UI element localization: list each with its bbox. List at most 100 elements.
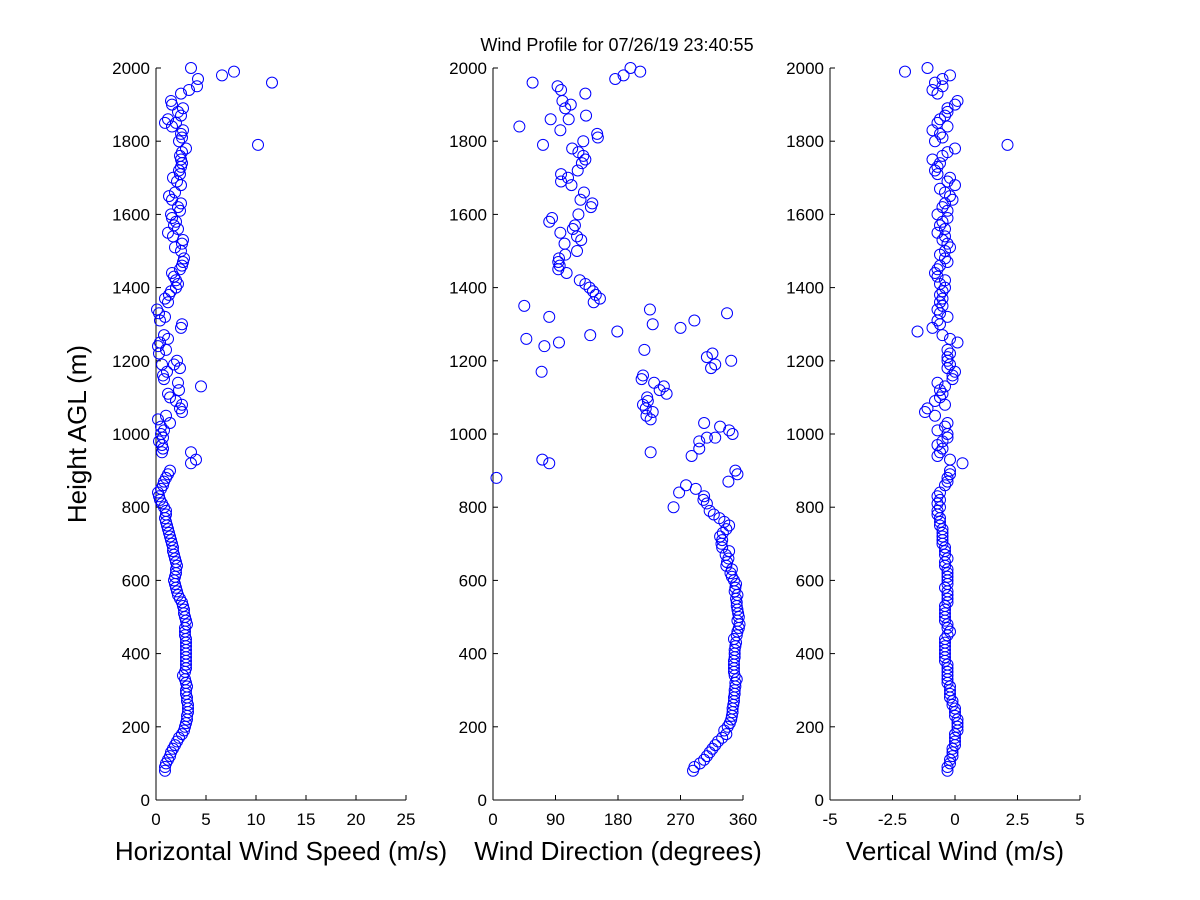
vertical-data-point: [931, 504, 944, 517]
vertical-data-point: [949, 702, 961, 715]
speed-data-point: [183, 83, 195, 96]
vertical-data-point: [939, 380, 951, 393]
vertical-data-point: [934, 519, 946, 532]
vertical-data-point: [931, 490, 944, 503]
vertical-y-tick-label: 1800: [786, 132, 824, 151]
speed-data-point: [162, 387, 174, 400]
vertical-data-point: [941, 475, 954, 488]
vertical-data-point: [934, 446, 946, 459]
direction-data-point: [552, 255, 565, 268]
direction-x-tick-label: 270: [666, 810, 694, 829]
speed-data-point: [159, 292, 171, 305]
vertical-data-point: [949, 709, 961, 722]
vertical-x-tick-label: -2.5: [878, 810, 907, 829]
direction-data-point: [577, 135, 590, 148]
speed-data-point: [252, 138, 264, 151]
direction-data-point: [638, 343, 651, 356]
direction-data-point: [660, 387, 673, 400]
vertical-data-point: [946, 695, 959, 708]
direction-data-point: [707, 508, 720, 521]
speed-data-point: [170, 395, 182, 408]
direction-data-point: [646, 406, 659, 419]
direction-y-tick-label: 1200: [449, 352, 487, 371]
vertical-data-point: [929, 76, 941, 89]
direction-data-point: [562, 171, 574, 184]
speed-data-point: [228, 65, 240, 78]
speed-data-point: [162, 113, 174, 126]
speed-y-tick-label: 400: [122, 645, 150, 664]
direction-data-point: [712, 735, 724, 748]
direction-data-point: [580, 109, 593, 122]
direction-data-point: [537, 138, 549, 151]
vertical-y-tick-label: 0: [815, 791, 824, 810]
vertical-y-tick-label: 2000: [786, 59, 824, 78]
vertical-data-point: [931, 376, 944, 389]
direction-data-point: [617, 69, 630, 82]
vertical-x-tick-label: -5: [822, 810, 837, 829]
vertical-data-point: [951, 720, 964, 733]
speed-data-point: [160, 409, 172, 422]
direction-y-tick-label: 1000: [449, 425, 487, 444]
vertical-data-point: [939, 581, 951, 594]
vertical-data-point: [941, 105, 954, 118]
speed-data-point: [165, 94, 177, 107]
direction-data-point: [573, 274, 586, 287]
vertical-data-point: [931, 263, 944, 276]
direction-data-point: [572, 146, 585, 159]
vertical-data-point: [949, 728, 961, 741]
direction-x-axis-label: Wind Direction (degrees): [474, 836, 762, 866]
vertical-data-point: [934, 296, 946, 309]
direction-data-point: [554, 124, 567, 137]
vertical-data-point: [936, 80, 949, 93]
vertical-data-point: [941, 662, 954, 675]
speed-data-point: [162, 332, 174, 345]
vertical-data-point: [934, 127, 946, 140]
direction-data-point: [546, 212, 559, 225]
direction-y-tick-label: 1800: [449, 132, 487, 151]
direction-data-point: [555, 168, 568, 181]
direction-data-point: [518, 299, 531, 312]
vertical-data-point: [949, 142, 961, 155]
vertical-data-point: [1001, 138, 1014, 151]
vertical-data-point: [944, 625, 956, 638]
vertical-data-point: [936, 72, 949, 85]
direction-data-point: [725, 354, 738, 367]
direction-data-point: [641, 391, 654, 404]
vertical-data-point: [951, 713, 964, 726]
direction-data-point: [698, 490, 711, 503]
vertical-data-point: [931, 497, 944, 510]
direction-data-point: [591, 127, 604, 140]
direction-data-point: [729, 464, 742, 477]
vertical-data-point: [941, 102, 954, 115]
direction-data-point: [536, 453, 549, 466]
direction-data-point: [562, 113, 575, 126]
vertical-data-point: [919, 406, 931, 419]
vertical-data-point: [934, 182, 946, 195]
vertical-data-point: [939, 640, 951, 653]
vertical-data-point: [941, 471, 954, 484]
direction-data-point: [555, 83, 568, 96]
speed-x-tick-label: 0: [151, 810, 160, 829]
vertical-data-point: [934, 493, 946, 506]
speed-data-point: [153, 435, 165, 448]
speed-x-tick-label: 15: [297, 810, 316, 829]
speed-data-point: [159, 310, 171, 323]
vertical-data-point: [944, 757, 956, 770]
vertical-y-tick-label: 600: [796, 571, 824, 590]
direction-data-point: [565, 179, 578, 192]
speed-data-point: [152, 413, 164, 426]
direction-data-point: [586, 197, 599, 210]
direction-data-point: [700, 497, 713, 510]
speed-data-point: [191, 80, 203, 93]
vertical-x-tick-label: 2.5: [1006, 810, 1030, 829]
direction-data-point: [673, 486, 686, 499]
vertical-data-point: [941, 175, 954, 188]
vertical-data-point: [941, 417, 954, 430]
vertical-data-point: [941, 343, 954, 356]
vertical-data-point: [931, 424, 944, 437]
vertical-data-point: [939, 479, 951, 492]
vertical-data-point: [936, 387, 949, 400]
speed-data-point: [163, 190, 175, 203]
vertical-data-point: [939, 636, 951, 649]
vertical-data-point: [944, 753, 956, 766]
